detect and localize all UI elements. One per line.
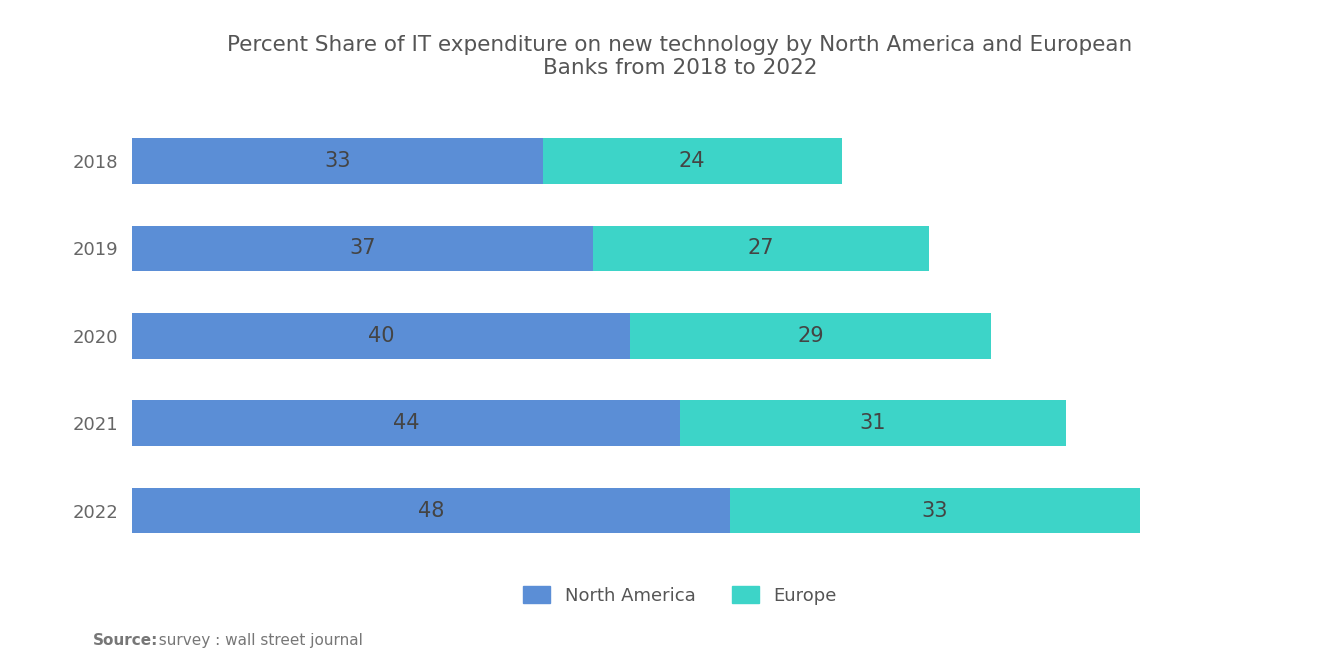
Bar xyxy=(132,225,593,271)
Text: 31: 31 xyxy=(859,413,886,433)
Text: Source:: Source: xyxy=(92,633,158,648)
Text: 44: 44 xyxy=(392,413,420,433)
Legend: North America, Europe: North America, Europe xyxy=(516,579,843,612)
Text: 27: 27 xyxy=(747,239,774,259)
Bar xyxy=(593,225,929,271)
Text: 29: 29 xyxy=(797,326,824,346)
Bar xyxy=(132,400,680,446)
Text: 33: 33 xyxy=(921,501,948,521)
Bar xyxy=(730,488,1140,533)
Bar xyxy=(132,313,630,358)
Text: 37: 37 xyxy=(348,239,376,259)
Bar xyxy=(543,138,842,184)
Bar xyxy=(132,138,543,184)
Text: 33: 33 xyxy=(325,151,351,171)
Text: survey : wall street journal: survey : wall street journal xyxy=(149,633,363,648)
Bar xyxy=(630,313,991,358)
Bar xyxy=(680,400,1065,446)
Text: 48: 48 xyxy=(417,501,444,521)
Text: 24: 24 xyxy=(678,151,705,171)
Title: Percent Share of IT expenditure on new technology by North America and European
: Percent Share of IT expenditure on new t… xyxy=(227,35,1133,78)
Bar xyxy=(132,488,730,533)
Text: 40: 40 xyxy=(368,326,395,346)
